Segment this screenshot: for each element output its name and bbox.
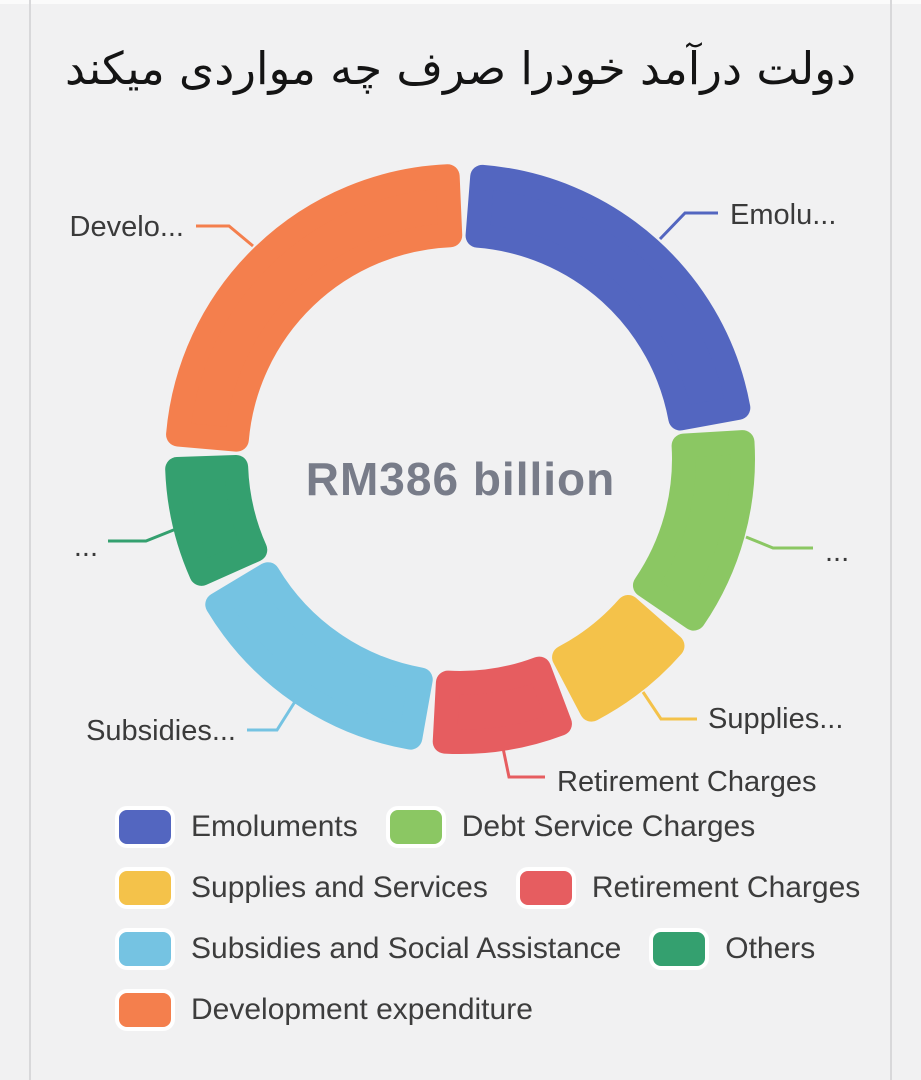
page-edge-right (890, 0, 892, 1080)
slice-debt-service-charges[interactable] (632, 430, 755, 631)
chart-legend: Emoluments Debt Service Charges Supplies a… (115, 805, 895, 1049)
legend-label: Supplies and Services (191, 871, 488, 904)
callout-line-debt-service-charges (745, 535, 813, 550)
legend-swatch-icon (115, 806, 175, 848)
legend-label: Retirement Charges (591, 871, 861, 904)
legend-label: Subsidies and Social Assistance (191, 932, 622, 965)
callout-line-others (108, 527, 177, 543)
legend-item-emoluments[interactable]: Emoluments (115, 806, 358, 848)
legend-swatch-icon (115, 867, 175, 909)
slice-subsidies-and-social-assistance[interactable] (205, 562, 433, 750)
legend-swatch-icon (515, 867, 576, 909)
legend-label: Emoluments (191, 810, 358, 843)
legend-swatch-icon (385, 806, 446, 848)
legend-swatch-icon (115, 989, 175, 1031)
donut-center-label: RM386 billion (305, 453, 616, 505)
legend-swatch-icon (115, 928, 175, 970)
page-top-edge (0, 0, 921, 4)
slice-others[interactable] (165, 454, 268, 586)
legend-row: Emoluments Debt Service Charges (115, 805, 895, 849)
callout-line-subsidies-and-social-assistance (247, 699, 298, 732)
callout-line-supplies-and-services (641, 691, 697, 721)
legend-row: Development expenditure (115, 988, 895, 1032)
legend-label: Development expenditure (191, 993, 533, 1026)
chart-title: دولت درآمد خودرا صرف چه مواردی میکند (64, 42, 857, 95)
legend-item-debt-service-charges[interactable]: Debt Service Charges (385, 806, 756, 848)
legend-item-development-expenditure[interactable]: Development expenditure (115, 989, 533, 1031)
legend-item-subsidies-and-social-assistance[interactable]: Subsidies and Social Assistance (115, 928, 621, 970)
legend-item-supplies-and-services[interactable]: Supplies and Services (115, 867, 488, 909)
page-edge-left (29, 0, 31, 1080)
legend-swatch-icon (649, 928, 710, 970)
callout-label-retirement-charges: Retirement Charges (557, 766, 817, 798)
callout-line-retirement-charges (501, 747, 545, 779)
legend-item-retirement-charges[interactable]: Retirement Charges (515, 867, 861, 909)
slice-supplies-and-services[interactable] (552, 594, 685, 722)
legend-row: Supplies and Services Retirement Charges (115, 866, 895, 910)
legend-label: Others (725, 932, 816, 965)
callout-label-subsidies-and-social-assistance: Subsidies... (86, 715, 236, 747)
legend-row: Subsidies and Social Assistance Others (115, 927, 895, 971)
callout-label-emoluments: Emolu... (730, 199, 836, 231)
callout-line-development-expenditure (196, 224, 254, 248)
slice-emoluments[interactable] (465, 164, 751, 431)
callout-label-supplies-and-services: Supplies... (708, 703, 843, 735)
callout-label-others: ... (74, 531, 98, 563)
callout-label-debt-service-charges: ... (825, 536, 849, 568)
legend-label: Debt Service Charges (461, 810, 756, 843)
callout-label-development-expenditure: Develo... (70, 211, 184, 243)
callout-line-emoluments (658, 211, 718, 241)
slice-retirement-charges[interactable] (432, 656, 572, 754)
legend-item-others[interactable]: Others (649, 928, 815, 970)
slice-development-expenditure[interactable] (166, 164, 463, 452)
